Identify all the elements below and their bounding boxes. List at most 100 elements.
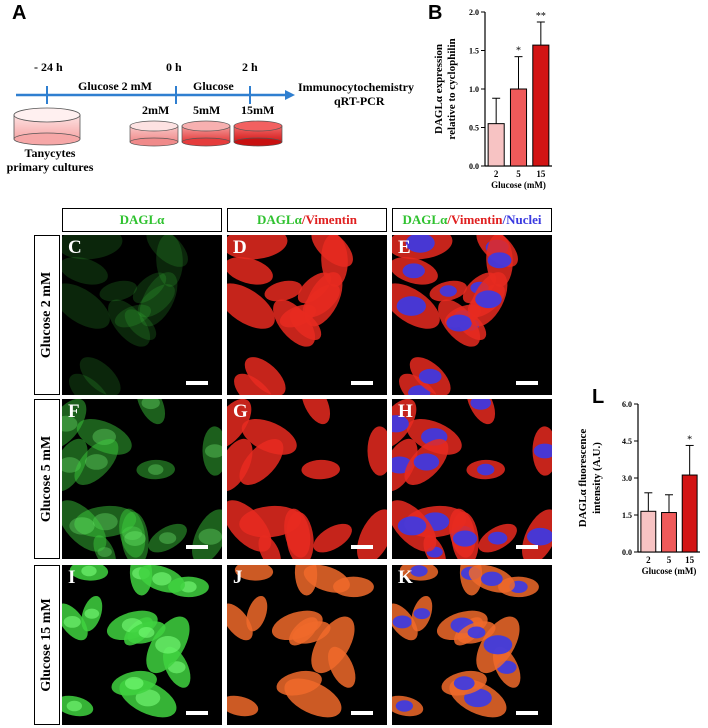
cell xyxy=(227,235,288,260)
cell-nucleus-signal xyxy=(84,608,100,619)
cell xyxy=(114,304,152,328)
cell xyxy=(146,235,188,267)
cell-nucleus-signal xyxy=(198,528,222,545)
nucleus xyxy=(453,676,475,691)
cell xyxy=(276,670,322,696)
x-tick-label: 2 xyxy=(494,169,499,179)
scale-bar xyxy=(351,545,373,549)
cell xyxy=(227,399,252,449)
cell xyxy=(239,438,284,485)
nucleus xyxy=(413,453,440,471)
cell xyxy=(227,500,272,552)
cell xyxy=(367,426,387,476)
y-axis-label: DAGLα fluorescence xyxy=(577,429,589,528)
cell xyxy=(62,257,108,285)
cell xyxy=(62,283,110,329)
cell-nucleus-signal xyxy=(148,464,164,475)
nucleus xyxy=(397,516,427,536)
column-header: DAGLα/Vimentin xyxy=(227,208,387,232)
output-qrtpcr: qRT-PCR xyxy=(334,94,385,108)
culture-label-2: primary cultures xyxy=(6,160,94,174)
cell-nucleus-signal xyxy=(135,689,161,707)
nucleus xyxy=(392,415,409,433)
cell xyxy=(246,595,268,632)
panel-letter-j: J xyxy=(233,567,243,588)
nucleus xyxy=(483,635,513,655)
nucleus xyxy=(396,296,426,316)
cell xyxy=(62,235,123,260)
y-axis-label: relative to cyclophilin xyxy=(446,38,458,139)
cell-nucleus-signal xyxy=(138,627,155,638)
cell xyxy=(136,399,166,425)
step-glucose-2mm: Glucose 2 mM xyxy=(78,79,152,93)
cell-nucleus-signal xyxy=(122,526,143,540)
nucleus xyxy=(533,443,552,459)
timeline-diagram xyxy=(13,86,295,147)
bar-15 xyxy=(532,44,550,167)
micrograph-panel: I xyxy=(62,565,222,725)
nucleus xyxy=(487,531,508,545)
micrograph-panel: G xyxy=(227,399,387,559)
dish-label-15mm: 15mM xyxy=(241,103,275,117)
cell-nucleus-signal xyxy=(159,532,177,545)
nucleus xyxy=(475,290,502,309)
scale-bar xyxy=(186,711,208,715)
x-axis-label: Glucose (mM) xyxy=(642,566,697,576)
micrograph-panel: J xyxy=(227,565,387,725)
cell xyxy=(79,357,121,395)
cell xyxy=(76,418,132,455)
scale-bar xyxy=(186,545,208,549)
cell-nucleus-signal xyxy=(124,531,146,546)
nucleus xyxy=(392,615,412,629)
nucleus xyxy=(395,700,413,712)
panel-letter-g: G xyxy=(233,401,248,422)
nucleus xyxy=(410,565,428,577)
y-tick-label: 0.0 xyxy=(622,548,632,557)
x-tick-label: 5 xyxy=(516,169,521,179)
row-header: Glucose 2 mM xyxy=(34,235,60,395)
scale-bar xyxy=(516,711,538,715)
micrograph-image xyxy=(62,235,188,395)
cell xyxy=(234,373,275,395)
x-tick-label: 5 xyxy=(667,555,672,565)
cell xyxy=(93,535,116,559)
cell xyxy=(227,695,259,717)
output-immunocytochemistry: Immunocytochemistry xyxy=(298,80,414,94)
micrograph-panel: H xyxy=(392,399,552,559)
bar-2 xyxy=(640,510,657,553)
micrograph-panel: C xyxy=(62,235,222,395)
cell xyxy=(119,508,146,558)
cell xyxy=(192,509,222,559)
cell xyxy=(132,272,167,304)
significance-mark: * xyxy=(516,46,521,57)
cell xyxy=(202,426,222,476)
micrograph-image xyxy=(227,565,374,718)
panel-letter-f: F xyxy=(68,401,80,422)
panel-label-b: B xyxy=(428,2,443,24)
x-tick-label: 2 xyxy=(646,555,651,565)
dish-15mm xyxy=(233,120,283,147)
cell-nucleus-signal xyxy=(66,700,83,712)
row-header-label: Glucose 15 mM xyxy=(39,598,54,692)
y-tick-label: 1.5 xyxy=(622,511,632,520)
cell xyxy=(303,565,350,593)
cell xyxy=(124,309,157,341)
cell xyxy=(286,511,314,559)
cell xyxy=(304,272,343,327)
cell xyxy=(227,283,275,329)
y-tick-label: 4.5 xyxy=(622,437,632,446)
cell xyxy=(357,509,387,559)
cell-nucleus-signal xyxy=(62,457,81,473)
row-header-label: Glucose 2 mM xyxy=(39,271,54,359)
cell-nucleus-signal xyxy=(63,616,81,628)
row-header: Glucose 5 mM xyxy=(34,399,60,559)
cell xyxy=(62,500,107,552)
culture-label-1: Tanycytes xyxy=(24,146,76,160)
cell xyxy=(121,511,149,559)
y-axis-label: DAGLα expression xyxy=(433,44,445,134)
cell xyxy=(148,523,187,553)
nucleus xyxy=(446,314,472,332)
time-0h: 0 h xyxy=(166,60,182,74)
column-header-part: DAGLα xyxy=(119,212,165,227)
